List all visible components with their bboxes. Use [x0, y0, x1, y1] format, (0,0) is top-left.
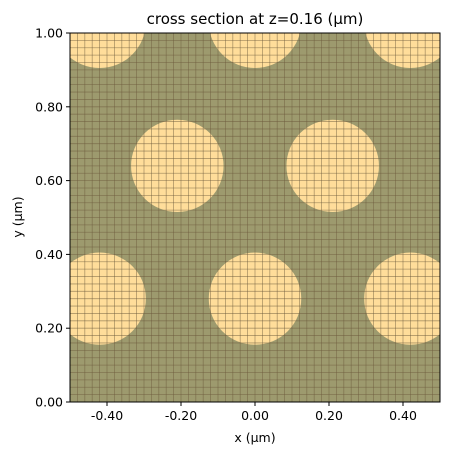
y-tick-label: 0.00: [35, 395, 63, 410]
x-tick-label: 0.20: [315, 408, 343, 423]
x-axis: -0.40 -0.20 0.00 0.20 0.40: [91, 402, 417, 423]
y-axis-label: y (μm): [10, 196, 25, 237]
y-tick-label: 0.60: [35, 173, 63, 188]
y-tick-label: 0.20: [35, 321, 63, 336]
chart-title: cross section at z=0.16 (μm): [147, 10, 364, 28]
mesh-grid: [70, 33, 440, 402]
y-tick-label: 0.80: [35, 99, 63, 114]
y-tick-label: 1.00: [35, 26, 63, 41]
x-tick-label: -0.20: [165, 408, 197, 423]
x-tick-label: 0.40: [389, 408, 417, 423]
y-tick-label: 0.40: [35, 247, 63, 262]
x-axis-label: x (μm): [234, 430, 275, 445]
plot-area: [70, 33, 440, 402]
x-tick-label: 0.00: [241, 408, 269, 423]
x-tick-label: -0.40: [91, 408, 123, 423]
y-axis: 0.00 0.20 0.40 0.60 0.80 1.00: [35, 26, 70, 410]
